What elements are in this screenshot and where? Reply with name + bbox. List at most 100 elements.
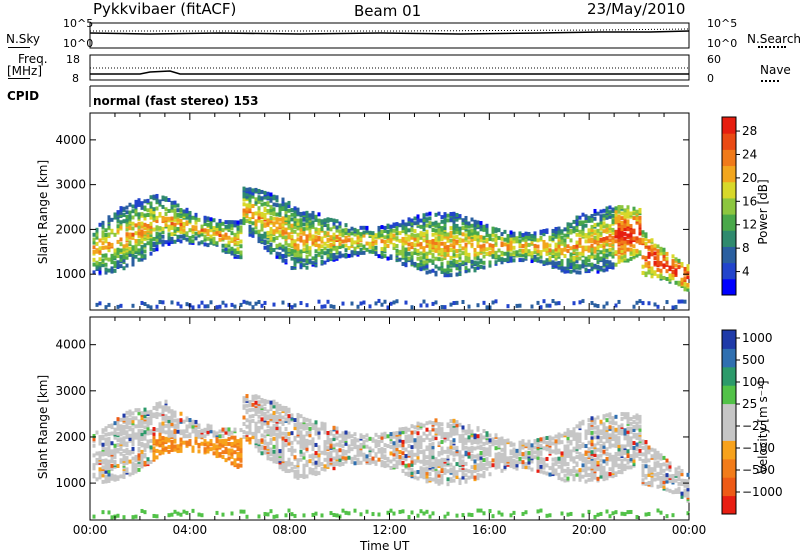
heatmap-cell <box>545 303 549 308</box>
heatmap-cell <box>350 250 354 255</box>
heatmap-cell <box>206 232 210 237</box>
heatmap-cell <box>263 245 267 250</box>
heatmap-cell <box>425 303 429 308</box>
heatmap-cell <box>638 237 642 242</box>
heatmap-cell <box>146 304 150 309</box>
heatmap-cell <box>401 236 405 241</box>
heatmap-cell <box>314 442 318 447</box>
heatmap-cell <box>260 233 264 238</box>
heatmap-cell <box>686 264 690 269</box>
heatmap-cell <box>407 463 411 468</box>
heatmap-cell <box>248 187 252 192</box>
heatmap-cell <box>413 247 417 252</box>
heatmap-cell <box>176 418 180 423</box>
heatmap-cell <box>170 200 174 205</box>
heatmap-cell <box>665 251 669 256</box>
heatmap-cell <box>158 199 162 204</box>
heatmap-cell <box>434 460 438 465</box>
heatmap-cell <box>404 227 408 232</box>
heatmap-cell <box>416 248 420 253</box>
heatmap-cell <box>590 228 594 233</box>
heatmap-cell <box>578 432 582 437</box>
heatmap-cell <box>524 461 528 466</box>
heatmap-cell <box>386 305 390 310</box>
heatmap-cell <box>476 220 480 225</box>
heatmap-cell <box>680 262 684 267</box>
heatmap-cell <box>383 225 387 230</box>
heatmap-cell <box>476 261 480 266</box>
heatmap-cell <box>281 235 285 240</box>
heatmap-cell <box>653 243 657 248</box>
heatmap-cell <box>416 476 420 481</box>
heatmap-cell <box>620 249 624 254</box>
heatmap-cell <box>404 261 408 266</box>
heatmap-cell <box>494 253 498 258</box>
heatmap-cell <box>335 449 339 454</box>
heatmap-cell <box>587 234 591 239</box>
heatmap-cell <box>290 448 294 453</box>
heatmap-cell <box>293 258 297 263</box>
heatmap-cell <box>278 252 282 257</box>
heatmap-cell <box>467 229 471 234</box>
heatmap-cell <box>632 206 636 211</box>
heatmap-cell <box>458 477 462 482</box>
heatmap-cell <box>605 236 609 241</box>
heatmap-cell <box>434 418 438 423</box>
heatmap-cell <box>410 251 414 256</box>
heatmap-cell <box>239 509 243 514</box>
heatmap-cell <box>461 246 465 251</box>
heatmap-cell <box>497 440 501 445</box>
heatmap-cell <box>269 211 273 216</box>
heatmap-cell <box>116 228 120 233</box>
heatmap-cell <box>110 228 114 233</box>
heatmap-cell <box>425 509 429 514</box>
heatmap-cell <box>464 461 468 466</box>
heatmap-cell <box>278 411 282 416</box>
heatmap-cell <box>362 244 366 249</box>
heatmap-cell <box>173 214 177 219</box>
heatmap-cell <box>200 300 204 305</box>
heatmap-cell <box>533 455 537 460</box>
heatmap-cell <box>410 245 414 250</box>
heatmap-cell <box>122 424 126 429</box>
heatmap-cell <box>137 257 141 262</box>
heatmap-cell <box>407 247 411 252</box>
heatmap-cell <box>446 245 450 250</box>
heatmap-cell <box>572 446 576 451</box>
heatmap-cell <box>260 189 264 194</box>
heatmap-cell <box>98 470 102 475</box>
heatmap-cell <box>269 403 273 408</box>
heatmap-cell <box>323 457 327 462</box>
heatmap-cell <box>569 258 573 263</box>
heatmap-cell <box>278 245 282 250</box>
heatmap-cell <box>461 425 465 430</box>
heatmap-cell <box>341 231 345 236</box>
heatmap-cell <box>140 441 144 446</box>
heatmap-cell <box>206 444 210 449</box>
heatmap-cell <box>440 433 444 438</box>
heatmap-cell <box>437 230 441 235</box>
heatmap-cell <box>167 208 171 213</box>
heatmap-cell <box>443 241 447 246</box>
heatmap-cell <box>479 264 483 269</box>
heatmap-cell <box>428 514 432 519</box>
heatmap-cell <box>566 225 570 230</box>
heatmap-cell <box>413 430 417 435</box>
heatmap-cell <box>221 427 225 432</box>
heatmap-cell <box>455 445 459 450</box>
heatmap-cell <box>341 508 345 513</box>
heatmap-cell <box>545 258 549 263</box>
heatmap-cell <box>401 509 405 514</box>
heatmap-cell <box>494 455 498 460</box>
heatmap-cell <box>404 247 408 252</box>
heatmap-cell <box>407 251 411 256</box>
heatmap-cell <box>188 215 192 220</box>
heatmap-cell <box>299 438 303 443</box>
heatmap-cell <box>149 225 153 230</box>
heatmap-cell <box>431 454 435 459</box>
heatmap-cell <box>554 226 558 231</box>
heatmap-cell <box>407 434 411 439</box>
heatmap-cell <box>107 224 111 229</box>
heatmap-cell <box>101 258 105 263</box>
heatmap-cell <box>215 436 219 441</box>
